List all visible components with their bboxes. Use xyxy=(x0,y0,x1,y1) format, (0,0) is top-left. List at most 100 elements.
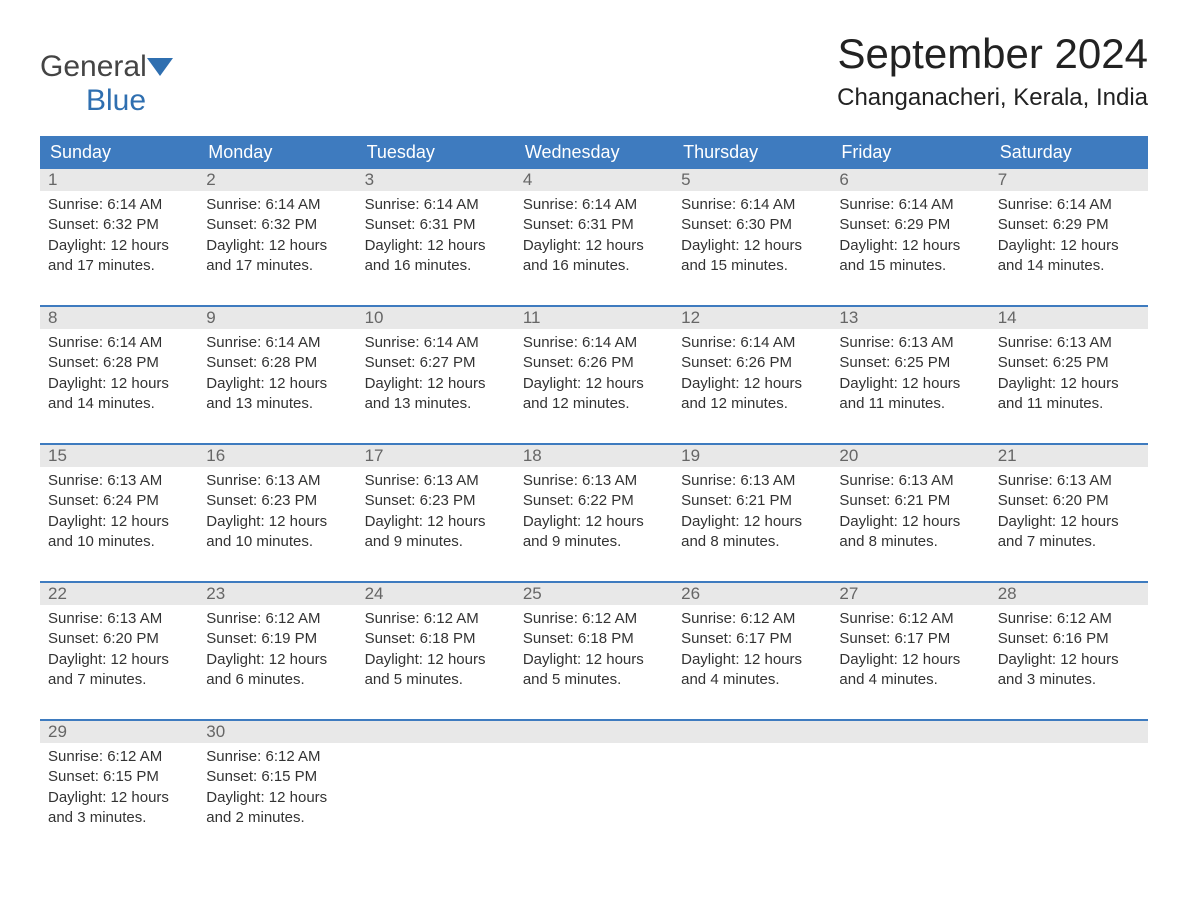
sunrise-line: Sunrise: 6:12 AM xyxy=(839,609,981,629)
day-cell: 16Sunrise: 6:13 AMSunset: 6:23 PMDayligh… xyxy=(198,445,356,567)
week-row: 1Sunrise: 6:14 AMSunset: 6:32 PMDaylight… xyxy=(40,169,1148,291)
day-number-empty xyxy=(831,721,989,743)
daylight-line-2: and 5 minutes. xyxy=(523,670,665,690)
day-number: 20 xyxy=(831,445,989,467)
day-number: 17 xyxy=(357,445,515,467)
daylight-line-1: Daylight: 12 hours xyxy=(365,650,507,670)
day-cell xyxy=(831,721,989,843)
day-cell: 25Sunrise: 6:12 AMSunset: 6:18 PMDayligh… xyxy=(515,583,673,705)
daylight-line-1: Daylight: 12 hours xyxy=(365,512,507,532)
day-header-row: SundayMondayTuesdayWednesdayThursdayFrid… xyxy=(40,136,1148,169)
day-number: 7 xyxy=(990,169,1148,191)
daylight-line-1: Daylight: 12 hours xyxy=(839,374,981,394)
day-number: 21 xyxy=(990,445,1148,467)
day-cell: 9Sunrise: 6:14 AMSunset: 6:28 PMDaylight… xyxy=(198,307,356,429)
daylight-line-1: Daylight: 12 hours xyxy=(681,374,823,394)
sunset-line: Sunset: 6:24 PM xyxy=(48,491,190,511)
day-cell: 7Sunrise: 6:14 AMSunset: 6:29 PMDaylight… xyxy=(990,169,1148,291)
day-number: 8 xyxy=(40,307,198,329)
sunset-line: Sunset: 6:23 PM xyxy=(206,491,348,511)
sunrise-line: Sunrise: 6:13 AM xyxy=(48,609,190,629)
day-cell: 30Sunrise: 6:12 AMSunset: 6:15 PMDayligh… xyxy=(198,721,356,843)
day-number: 25 xyxy=(515,583,673,605)
sunrise-line: Sunrise: 6:14 AM xyxy=(365,333,507,353)
sunset-line: Sunset: 6:28 PM xyxy=(48,353,190,373)
daylight-line-2: and 8 minutes. xyxy=(839,532,981,552)
sunset-line: Sunset: 6:23 PM xyxy=(365,491,507,511)
day-cell: 20Sunrise: 6:13 AMSunset: 6:21 PMDayligh… xyxy=(831,445,989,567)
daylight-line-1: Daylight: 12 hours xyxy=(206,512,348,532)
daylight-line-2: and 15 minutes. xyxy=(681,256,823,276)
day-number: 3 xyxy=(357,169,515,191)
day-number: 30 xyxy=(198,721,356,743)
day-header-cell: Monday xyxy=(198,136,356,169)
week-row: 15Sunrise: 6:13 AMSunset: 6:24 PMDayligh… xyxy=(40,443,1148,567)
day-content: Sunrise: 6:14 AMSunset: 6:28 PMDaylight:… xyxy=(198,329,356,422)
day-number: 29 xyxy=(40,721,198,743)
day-content: Sunrise: 6:14 AMSunset: 6:26 PMDaylight:… xyxy=(515,329,673,422)
logo-word-2: Blue xyxy=(40,84,146,117)
daylight-line-2: and 3 minutes. xyxy=(48,808,190,828)
day-content: Sunrise: 6:14 AMSunset: 6:32 PMDaylight:… xyxy=(40,191,198,284)
daylight-line-2: and 14 minutes. xyxy=(998,256,1140,276)
sunset-line: Sunset: 6:19 PM xyxy=(206,629,348,649)
daylight-line-1: Daylight: 12 hours xyxy=(48,650,190,670)
daylight-line-2: and 13 minutes. xyxy=(365,394,507,414)
sunrise-line: Sunrise: 6:14 AM xyxy=(206,195,348,215)
day-cell: 19Sunrise: 6:13 AMSunset: 6:21 PMDayligh… xyxy=(673,445,831,567)
day-cell: 27Sunrise: 6:12 AMSunset: 6:17 PMDayligh… xyxy=(831,583,989,705)
day-content: Sunrise: 6:13 AMSunset: 6:24 PMDaylight:… xyxy=(40,467,198,560)
sunset-line: Sunset: 6:17 PM xyxy=(839,629,981,649)
day-cell: 3Sunrise: 6:14 AMSunset: 6:31 PMDaylight… xyxy=(357,169,515,291)
day-number: 22 xyxy=(40,583,198,605)
sunset-line: Sunset: 6:26 PM xyxy=(523,353,665,373)
day-cell: 2Sunrise: 6:14 AMSunset: 6:32 PMDaylight… xyxy=(198,169,356,291)
sunrise-line: Sunrise: 6:13 AM xyxy=(839,333,981,353)
day-cell xyxy=(357,721,515,843)
day-content: Sunrise: 6:12 AMSunset: 6:15 PMDaylight:… xyxy=(40,743,198,836)
day-cell: 29Sunrise: 6:12 AMSunset: 6:15 PMDayligh… xyxy=(40,721,198,843)
day-content: Sunrise: 6:14 AMSunset: 6:29 PMDaylight:… xyxy=(831,191,989,284)
day-content: Sunrise: 6:13 AMSunset: 6:25 PMDaylight:… xyxy=(990,329,1148,422)
sunset-line: Sunset: 6:22 PM xyxy=(523,491,665,511)
day-content: Sunrise: 6:12 AMSunset: 6:17 PMDaylight:… xyxy=(673,605,831,698)
logo: General Blue xyxy=(40,30,173,118)
sunrise-line: Sunrise: 6:13 AM xyxy=(48,471,190,491)
day-cell: 8 Sunrise: 6:14 AMSunset: 6:28 PMDaylight… xyxy=(40,307,198,429)
sunset-line: Sunset: 6:20 PM xyxy=(48,629,190,649)
day-header-cell: Tuesday xyxy=(357,136,515,169)
sunset-line: Sunset: 6:28 PM xyxy=(206,353,348,373)
day-cell: 13Sunrise: 6:13 AMSunset: 6:25 PMDayligh… xyxy=(831,307,989,429)
day-content: Sunrise: 6:14 AMSunset: 6:32 PMDaylight:… xyxy=(198,191,356,284)
sunrise-line: Sunrise: 6:12 AM xyxy=(365,609,507,629)
sunrise-line: Sunrise: 6:12 AM xyxy=(998,609,1140,629)
daylight-line-2: and 12 minutes. xyxy=(523,394,665,414)
daylight-line-1: Daylight: 12 hours xyxy=(206,236,348,256)
sunrise-line: Sunrise: 6:14 AM xyxy=(48,333,190,353)
daylight-line-1: Daylight: 12 hours xyxy=(48,374,190,394)
daylight-line-1: Daylight: 12 hours xyxy=(206,650,348,670)
daylight-line-1: Daylight: 12 hours xyxy=(523,374,665,394)
day-cell: 4Sunrise: 6:14 AMSunset: 6:31 PMDaylight… xyxy=(515,169,673,291)
daylight-line-1: Daylight: 12 hours xyxy=(523,236,665,256)
week-row: 29Sunrise: 6:12 AMSunset: 6:15 PMDayligh… xyxy=(40,719,1148,843)
sunset-line: Sunset: 6:32 PM xyxy=(48,215,190,235)
sunrise-line: Sunrise: 6:12 AM xyxy=(48,747,190,767)
day-number-empty xyxy=(357,721,515,743)
daylight-line-2: and 12 minutes. xyxy=(681,394,823,414)
daylight-line-1: Daylight: 12 hours xyxy=(365,236,507,256)
day-number: 4 xyxy=(515,169,673,191)
day-content: Sunrise: 6:14 AMSunset: 6:31 PMDaylight:… xyxy=(515,191,673,284)
day-number-empty xyxy=(990,721,1148,743)
sunset-line: Sunset: 6:18 PM xyxy=(365,629,507,649)
daylight-line-2: and 6 minutes. xyxy=(206,670,348,690)
daylight-line-2: and 9 minutes. xyxy=(523,532,665,552)
day-cell: 18Sunrise: 6:13 AMSunset: 6:22 PMDayligh… xyxy=(515,445,673,567)
week-row: 8Sunrise: 6:14 AMSunset: 6:28 PMDaylight… xyxy=(40,305,1148,429)
logo-word-1: General xyxy=(40,50,147,83)
daylight-line-1: Daylight: 12 hours xyxy=(48,512,190,532)
daylight-line-2: and 4 minutes. xyxy=(681,670,823,690)
sunrise-line: Sunrise: 6:12 AM xyxy=(681,609,823,629)
day-content: Sunrise: 6:13 AMSunset: 6:23 PMDaylight:… xyxy=(357,467,515,560)
day-number: 16 xyxy=(198,445,356,467)
